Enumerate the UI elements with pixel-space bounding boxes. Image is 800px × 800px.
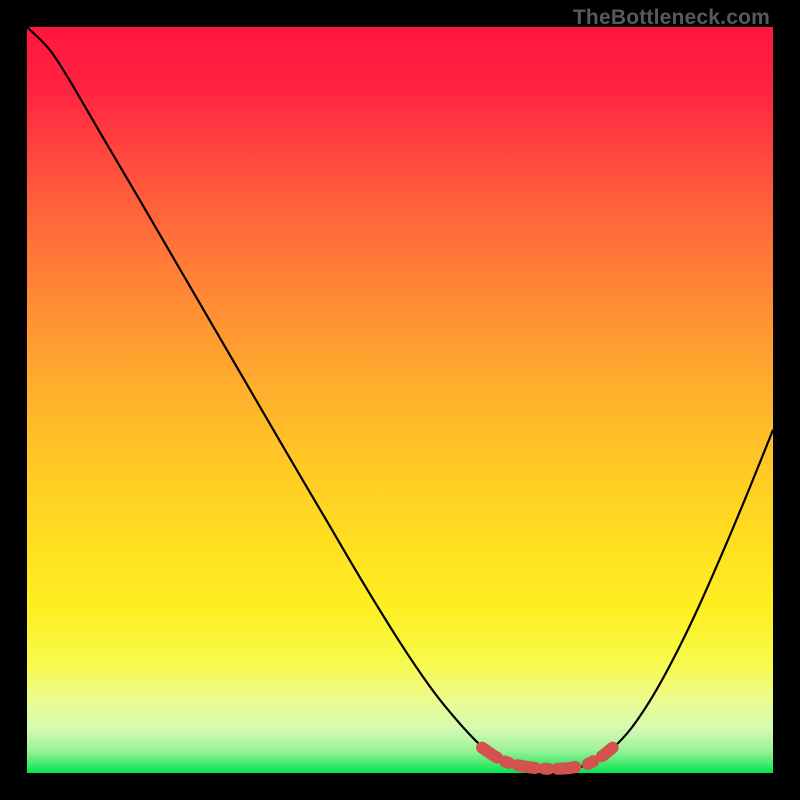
optimal-band-right	[588, 748, 613, 764]
watermark-text: TheBottleneck.com	[573, 6, 770, 30]
optimal-band-left	[482, 748, 579, 769]
curve-layer	[27, 27, 773, 773]
bottleneck-curve	[27, 27, 773, 770]
